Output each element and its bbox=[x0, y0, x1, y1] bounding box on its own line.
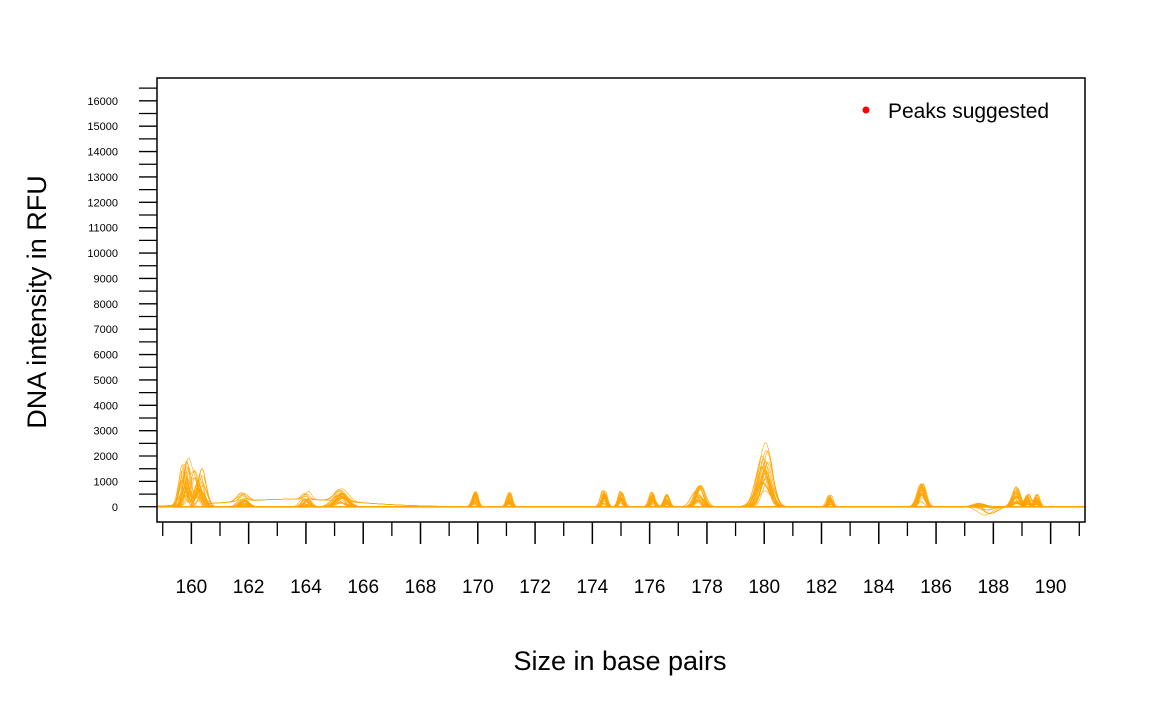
x-tick-label: 184 bbox=[863, 577, 895, 598]
x-tick-label: 170 bbox=[462, 577, 494, 598]
y-tick-label: 11000 bbox=[88, 223, 118, 235]
y-tick-label: 14000 bbox=[87, 147, 118, 159]
x-tick-label: 190 bbox=[1035, 577, 1067, 598]
x-tick-label: 180 bbox=[748, 577, 780, 598]
y-tick-label: 10000 bbox=[87, 248, 118, 260]
y-tick-label: 4000 bbox=[94, 400, 118, 412]
x-tick-label: 178 bbox=[691, 577, 723, 598]
trace-line bbox=[157, 450, 1085, 508]
x-tick-label: 166 bbox=[347, 577, 379, 598]
x-tick-label: 168 bbox=[405, 577, 437, 598]
y-tick-label: 13000 bbox=[87, 172, 118, 184]
x-tick-label: 164 bbox=[290, 577, 322, 598]
y-tick-label: 2000 bbox=[94, 451, 118, 463]
y-tick-label: 12000 bbox=[87, 197, 118, 209]
x-tick-label: 172 bbox=[519, 577, 551, 598]
x-tick-label: 188 bbox=[977, 577, 1009, 598]
y-tick-label: 7000 bbox=[94, 324, 118, 336]
y-tick-label: 1000 bbox=[94, 476, 118, 488]
y-tick-label: 5000 bbox=[94, 375, 118, 387]
y-tick-label: 8000 bbox=[94, 299, 118, 311]
legend-marker bbox=[862, 106, 870, 114]
x-axis-title: Size in base pairs bbox=[513, 646, 726, 676]
x-tick-label: 160 bbox=[176, 577, 208, 598]
legend: Peaks suggested bbox=[862, 100, 1049, 123]
x-tick-label: 182 bbox=[806, 577, 838, 598]
x-axis: 160 162 164 166 168 170 172 174 176 178 180 182 184 1… bbox=[162, 522, 1080, 598]
y-tick-label: 0 bbox=[112, 502, 118, 514]
y-axis-title: DNA intensity in RFU bbox=[22, 175, 52, 429]
data-traces bbox=[157, 442, 1085, 516]
x-tick-label: 174 bbox=[577, 577, 609, 598]
y-tick-label: 9000 bbox=[94, 273, 118, 285]
y-tick-label: 16000 bbox=[87, 96, 118, 108]
x-tick-label: 176 bbox=[634, 577, 666, 598]
x-tick-label: 186 bbox=[920, 577, 952, 598]
x-tick-label: 162 bbox=[233, 577, 265, 598]
y-tick-label: 15000 bbox=[87, 121, 118, 133]
legend-label: Peaks suggested bbox=[888, 100, 1049, 123]
y-axis: 0 1000 2000 3000 4000 5000 6000 7000 8000 9000 100… bbox=[87, 87, 157, 514]
y-tick-label: 3000 bbox=[94, 426, 118, 438]
y-tick-label: 6000 bbox=[94, 350, 118, 362]
